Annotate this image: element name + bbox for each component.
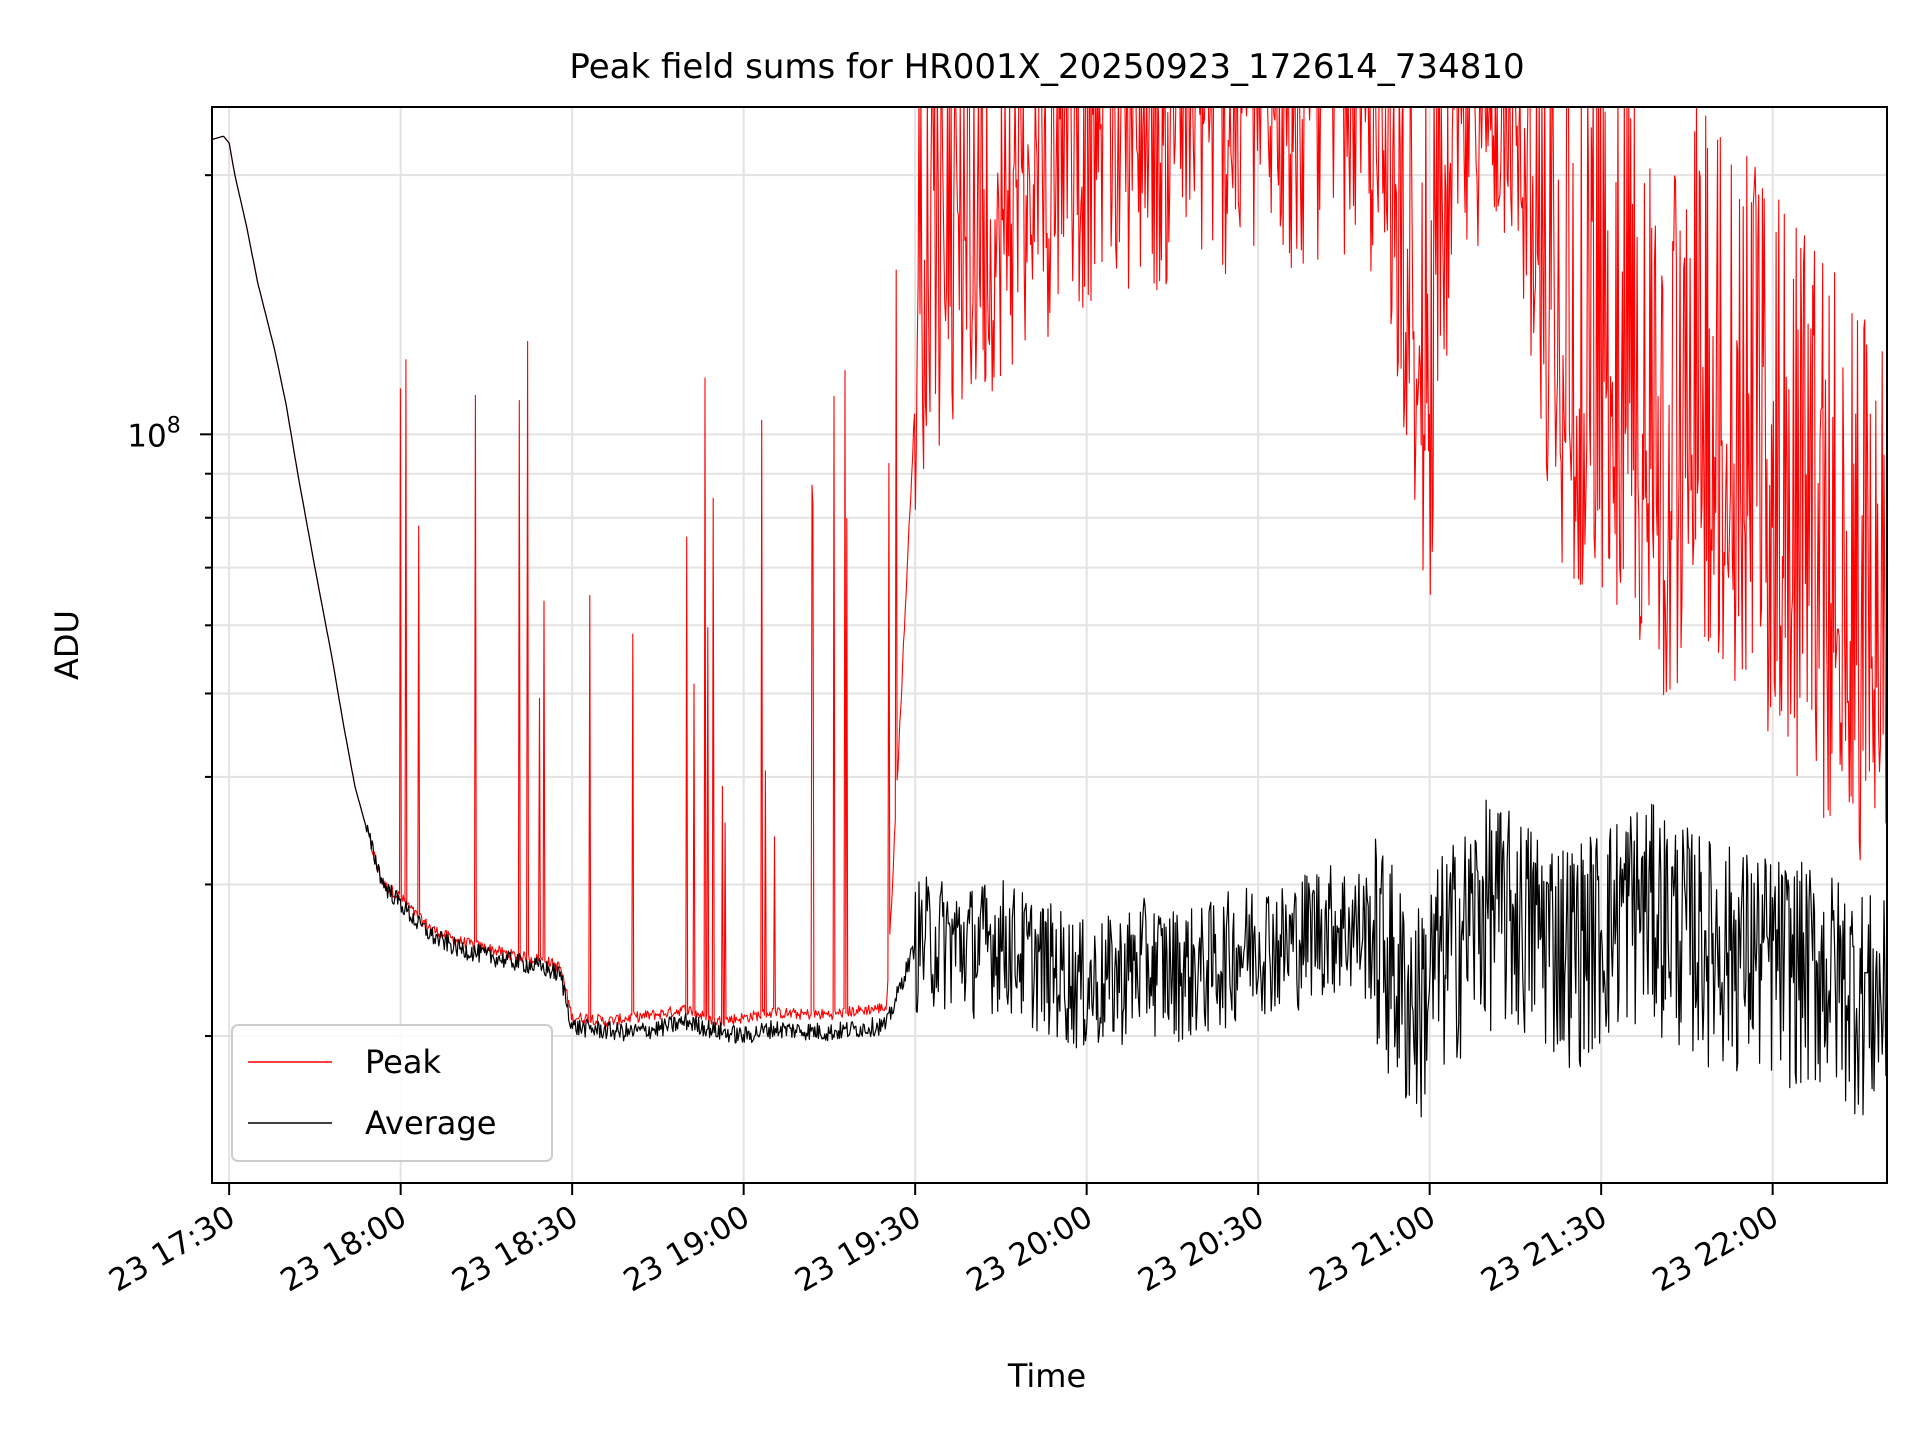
- y-tick-label: 108: [127, 413, 180, 454]
- y-axis: 108: [127, 174, 212, 1038]
- legend-box: [231, 1024, 553, 1162]
- y-tick-label-base: 10: [127, 418, 166, 454]
- x-tick-label: 23 21:30: [1475, 1199, 1613, 1299]
- x-axis-label: Time: [1007, 1357, 1086, 1395]
- x-tick-label: 23 19:30: [789, 1199, 927, 1299]
- series-line-peak: [212, 107, 1887, 1028]
- x-tick-label: 23 19:00: [618, 1199, 756, 1299]
- x-tick-label: 23 21:00: [1304, 1199, 1442, 1299]
- x-tick-label: 23 17:30: [103, 1199, 241, 1299]
- series-layer: [212, 107, 1887, 1118]
- series-line-average: [212, 135, 1887, 1118]
- y-tick-label-exponent: 8: [167, 413, 181, 438]
- x-tick-label: 23 18:30: [446, 1199, 584, 1299]
- legend: Peak Average: [231, 1024, 553, 1162]
- x-tick-label: 23 22:00: [1647, 1199, 1785, 1299]
- x-tick-label: 23 20:30: [1132, 1199, 1270, 1299]
- plot-frame: [211, 106, 1888, 1184]
- legend-label-peak: Peak: [365, 1043, 441, 1081]
- y-axis-label: ADU: [48, 610, 86, 680]
- legend-label-average: Average: [365, 1104, 496, 1142]
- x-axis: 23 17:30 23 18:00 23 18:30 23 19:00 23 19:30…: [103, 1183, 1785, 1299]
- chart-title: Peak field sums for HR001X_20250923_1726…: [569, 47, 1524, 87]
- x-tick-label: 23 18:00: [275, 1199, 413, 1299]
- x-tick-label: 23 20:00: [961, 1199, 1099, 1299]
